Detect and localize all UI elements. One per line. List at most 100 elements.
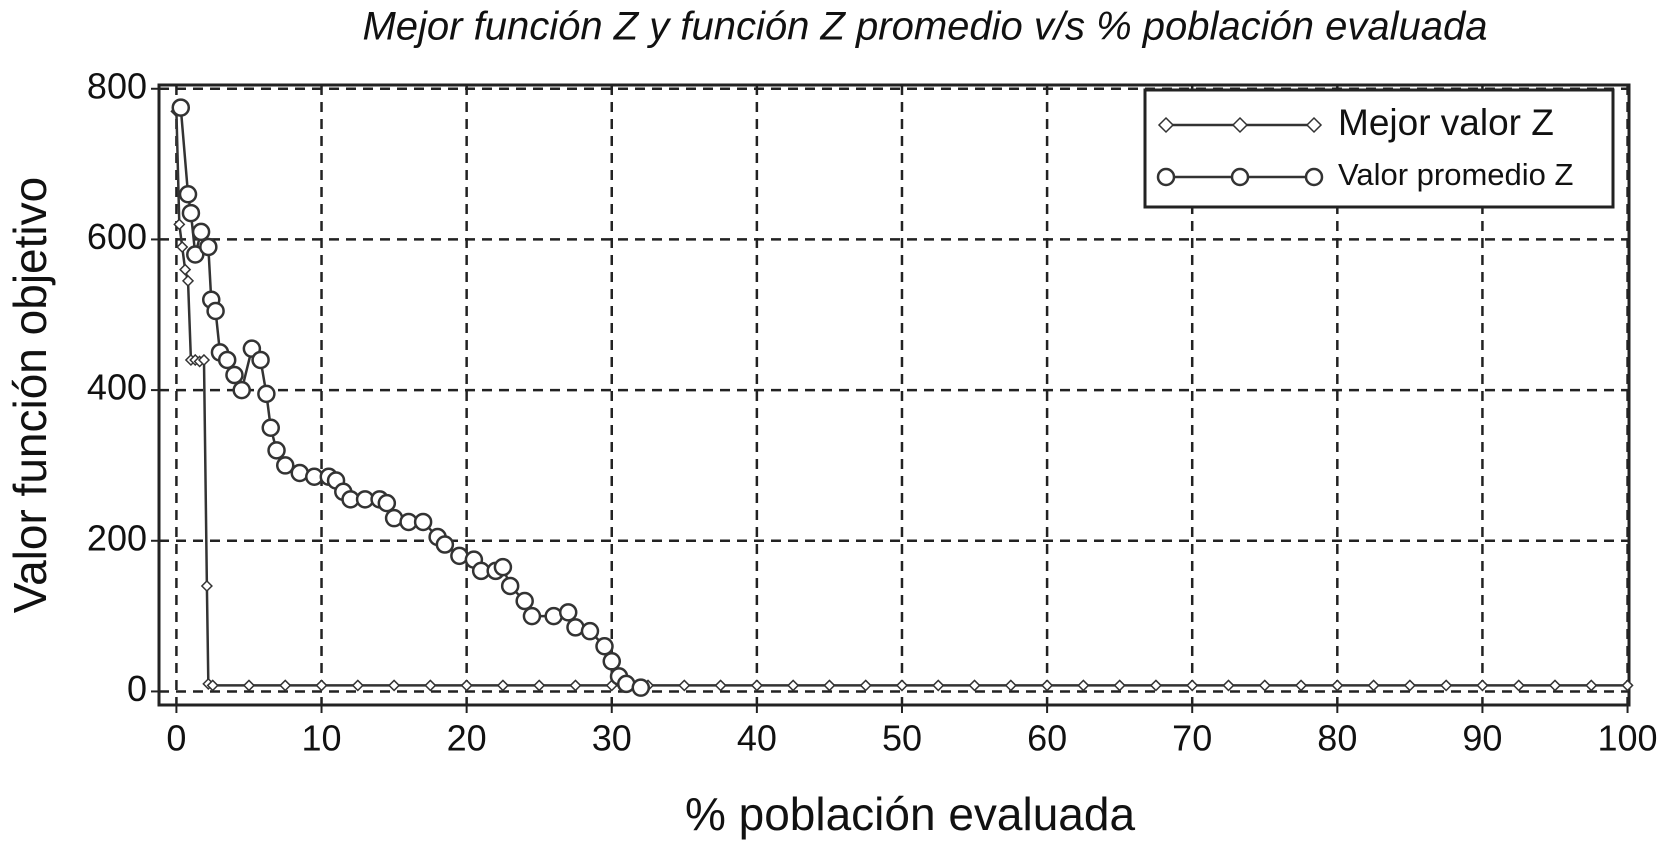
marker (522, 606, 542, 626)
marker (1157, 116, 1175, 134)
x-tick-label: 60 (1027, 718, 1067, 759)
x-tick-label: 50 (882, 718, 922, 759)
marker (1156, 167, 1176, 187)
marker (1367, 679, 1380, 692)
marker (500, 576, 520, 596)
legend-label: Valor promedio Z (1338, 157, 1573, 192)
marker (232, 380, 251, 400)
marker (602, 652, 622, 671)
marker (515, 591, 534, 611)
marker (261, 418, 280, 438)
marker (315, 679, 328, 692)
marker (1258, 679, 1271, 692)
marker (714, 679, 727, 692)
marker (631, 678, 651, 697)
y-axis-label: Valor función objetivo (4, 177, 56, 613)
marker (388, 679, 401, 692)
marker (1512, 679, 1525, 692)
marker (1548, 679, 1562, 692)
marker (377, 493, 397, 513)
marker (413, 512, 433, 532)
marker (181, 274, 195, 287)
marker (176, 240, 189, 254)
marker (1041, 679, 1054, 692)
marker (1304, 167, 1324, 187)
x-tick-label: 100 (1598, 718, 1658, 759)
marker (191, 222, 211, 242)
marker (1621, 679, 1634, 692)
marker (1305, 116, 1323, 134)
y-tick-label: 400 (87, 367, 147, 408)
marker (1403, 679, 1416, 692)
marker (569, 679, 582, 692)
marker (1186, 679, 1199, 692)
marker (275, 456, 295, 475)
marker (678, 679, 691, 692)
y-tick-label: 200 (87, 517, 147, 558)
marker (496, 679, 509, 692)
marker (351, 679, 364, 692)
marker (1222, 679, 1235, 692)
marker (750, 679, 763, 692)
marker (493, 557, 513, 577)
marker (251, 350, 270, 370)
marker (580, 621, 600, 641)
marker (206, 679, 219, 692)
marker (279, 679, 292, 692)
marker (257, 384, 276, 404)
marker (460, 679, 473, 692)
x-tick-label: 30 (592, 718, 632, 759)
marker (859, 679, 872, 692)
marker (932, 679, 945, 692)
x-tick-label: 20 (447, 718, 487, 759)
marker (200, 579, 213, 593)
marker (1585, 679, 1598, 692)
marker (1476, 679, 1489, 692)
x-tick-label: 70 (1172, 718, 1212, 759)
marker (968, 679, 981, 692)
marker (242, 679, 256, 692)
marker (533, 679, 546, 692)
marker (217, 350, 237, 370)
x-tick-label: 90 (1462, 718, 1502, 759)
x-tick-label: 0 (166, 718, 186, 759)
marker (1440, 679, 1453, 692)
legend-box (1143, 88, 1615, 209)
marker (424, 679, 437, 692)
marker (823, 679, 836, 692)
marker (895, 679, 909, 692)
marker (1331, 679, 1344, 692)
marker (199, 237, 218, 257)
marker (558, 603, 578, 622)
marker (1231, 116, 1249, 134)
marker (197, 353, 211, 367)
plot-frame (157, 83, 1631, 707)
marker (173, 218, 186, 231)
marker (1149, 679, 1162, 692)
x-tick-label: 40 (737, 718, 777, 759)
chart-title: Mejor función Z y función Z promedio v/s… (362, 5, 1487, 49)
marker (1230, 167, 1250, 187)
y-tick-label: 800 (87, 65, 147, 106)
series-line (179, 107, 642, 689)
legend-label: Mejor valor Z (1338, 102, 1554, 143)
marker (179, 263, 192, 276)
marker (1294, 679, 1308, 692)
marker (178, 184, 198, 204)
marker (1004, 679, 1017, 692)
x-tick-label: 10 (302, 718, 342, 759)
x-axis-label: % población evaluada (685, 788, 1136, 840)
marker (181, 203, 201, 223)
marker (595, 636, 614, 656)
marker (171, 98, 191, 117)
x-tick-label: 80 (1317, 718, 1357, 759)
y-tick-label: 600 (87, 216, 147, 257)
marker (1113, 679, 1126, 692)
y-tick-label: 0 (127, 668, 147, 709)
marker (1077, 679, 1090, 692)
marker (267, 441, 286, 460)
marker (435, 535, 455, 554)
legend: Mejor valor Z Valor promedio Z (1143, 88, 1615, 209)
marker (225, 365, 244, 385)
